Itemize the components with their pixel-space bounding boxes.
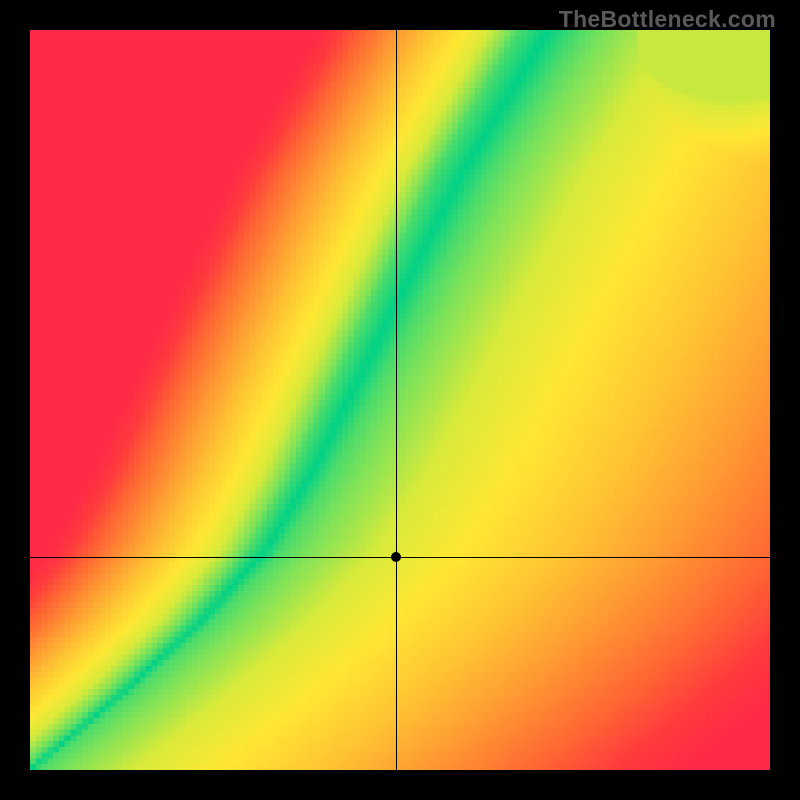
- crosshair-vertical: [396, 30, 397, 770]
- crosshair-dot: [391, 552, 401, 562]
- heatmap-plot: [30, 30, 770, 770]
- watermark-text: TheBottleneck.com: [559, 6, 776, 33]
- heatmap-canvas: [30, 30, 770, 770]
